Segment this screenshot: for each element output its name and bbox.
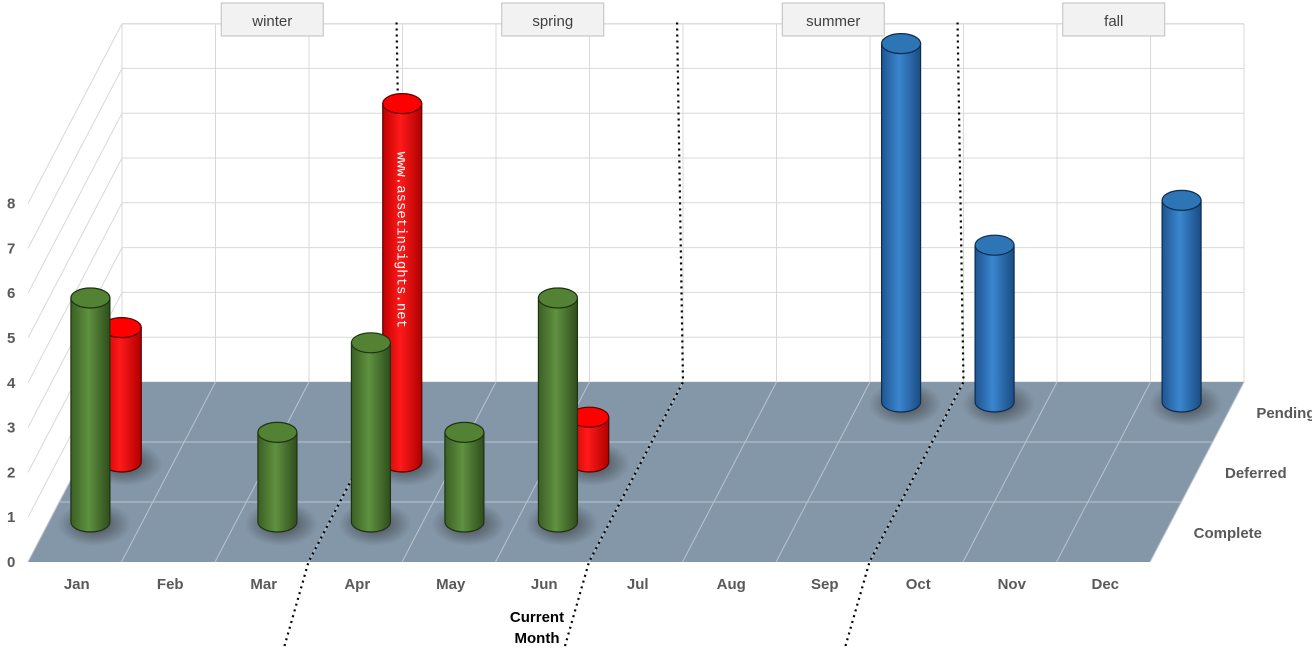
x-tick-label: Feb	[157, 576, 184, 593]
floor-gridline	[775, 381, 871, 563]
series-label: Pending	[1256, 405, 1312, 422]
bar-body	[880, 43, 922, 413]
current-month-label: Current Month	[510, 609, 564, 647]
y-axis: 0 1 2 3 4 5 6 7 8	[7, 196, 16, 571]
season-separator	[283, 19, 404, 647]
side-gridline	[27, 68, 123, 249]
bar	[431, 421, 506, 546]
bar	[57, 287, 132, 546]
season-label: summer	[781, 2, 885, 37]
floor-gridline	[962, 381, 1058, 563]
svg-text:winter: winter	[251, 13, 292, 30]
x-tick-label: Nov	[998, 576, 1027, 593]
bar-top	[382, 92, 423, 115]
bar-body	[974, 244, 1015, 413]
y-tick-label: 7	[7, 240, 15, 257]
season-label: winter	[220, 2, 324, 37]
bar	[961, 234, 1036, 426]
bar-top	[1161, 189, 1202, 211]
svg-text:fall: fall	[1104, 13, 1123, 30]
bar-top	[880, 32, 922, 55]
x-tick-label: Aug	[717, 576, 746, 593]
x-tick-label: Sep	[811, 576, 839, 593]
side-gridline	[27, 157, 123, 339]
bar-body	[537, 297, 579, 533]
season-label: spring	[501, 2, 605, 37]
x-tick-label: Apr	[344, 576, 370, 593]
season-label: fall	[1062, 2, 1166, 37]
watermark: www.assetinsights.net	[392, 152, 408, 328]
bar-body	[350, 342, 392, 533]
floor-gridline	[1149, 381, 1245, 563]
y-tick-label: 8	[7, 196, 15, 213]
bar	[524, 287, 599, 546]
current-month-line1: Current	[510, 609, 564, 626]
y-tick-label: 1	[7, 509, 15, 526]
side-gridline	[27, 112, 123, 294]
x-tick-label: Dec	[1091, 576, 1119, 593]
x-tick-label: Jun	[531, 576, 558, 593]
y-tick-label: 4	[7, 375, 16, 392]
svg-text:summer: summer	[806, 13, 860, 30]
series-axis: Complete Deferred Pending	[1194, 405, 1312, 542]
x-tick-label: Mar	[250, 576, 277, 593]
bar-top	[537, 287, 579, 309]
bar	[868, 32, 943, 426]
bar-body	[1161, 199, 1202, 413]
series-label: Deferred	[1225, 465, 1287, 482]
bar-top	[350, 332, 392, 354]
bar	[337, 332, 412, 546]
bar-top	[444, 421, 485, 443]
bar	[244, 421, 319, 546]
svg-text:spring: spring	[532, 13, 573, 30]
series-label: Complete	[1194, 525, 1262, 542]
y-tick-label: 3	[7, 420, 15, 437]
bar	[1148, 189, 1223, 426]
season-separator	[563, 19, 685, 647]
side-gridline	[27, 23, 123, 204]
bar-body	[257, 431, 298, 533]
y-tick-label: 2	[7, 464, 15, 481]
bar-body	[70, 297, 111, 533]
x-tick-label: Jan	[64, 576, 90, 593]
bar-body	[444, 431, 485, 533]
season-separators	[283, 19, 965, 647]
current-month-line2: Month	[515, 630, 560, 647]
floor-gridline	[1056, 381, 1151, 563]
floor-gridline	[121, 381, 216, 563]
x-tick-label: Oct	[906, 576, 931, 593]
x-tick-label: Jul	[627, 576, 649, 593]
y-tick-label: 6	[7, 285, 15, 302]
x-axis: Jan Feb Mar Apr May Jun Jul Aug Sep Oct Nov Dec	[64, 576, 1119, 593]
bar-top	[70, 287, 111, 309]
y-tick-label: 5	[7, 330, 15, 347]
bar-top	[974, 234, 1015, 256]
season-labels: winter spring summer fall	[220, 2, 1166, 37]
y-tick-label: 0	[7, 554, 15, 571]
season-separator	[844, 19, 965, 647]
x-tick-label: May	[436, 576, 466, 593]
bar-top	[257, 421, 298, 443]
floor-gridline	[682, 381, 777, 563]
bars: www.assetinsights.net	[57, 32, 1223, 546]
